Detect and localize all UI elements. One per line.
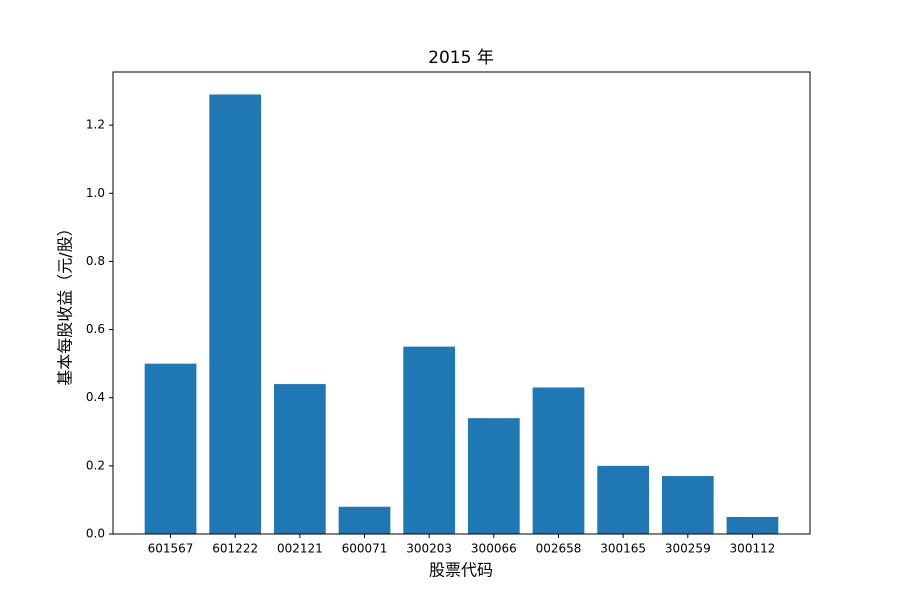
bar <box>597 465 650 534</box>
y-tick-label: 0.6 <box>86 322 105 336</box>
x-tick-label: 601567 <box>148 542 194 556</box>
x-tick-label: 002658 <box>536 542 582 556</box>
x-tick-label: 300066 <box>471 542 517 556</box>
x-tick-label: 600071 <box>342 542 388 556</box>
bar <box>467 418 520 534</box>
y-tick-label: 0.2 <box>86 458 105 472</box>
x-tick-label: 300259 <box>665 542 711 556</box>
x-tick-label: 300203 <box>406 542 452 556</box>
x-tick-label: 300112 <box>730 542 776 556</box>
y-tick-label: 0.8 <box>86 254 105 268</box>
y-tick-label: 0.4 <box>86 390 105 404</box>
x-tick-label: 601222 <box>212 542 258 556</box>
bar <box>532 387 585 534</box>
y-tick-label: 1.2 <box>86 118 105 132</box>
chart-title: 2015 年 <box>428 48 494 68</box>
y-tick-label: 0.0 <box>86 527 105 541</box>
y-axis-label: 基本每股收益（元/股） <box>56 220 75 385</box>
bar <box>661 476 714 534</box>
x-tick-label: 300165 <box>600 542 646 556</box>
x-axis-label: 股票代码 <box>429 561 493 580</box>
bar <box>209 94 262 534</box>
bar <box>273 384 326 534</box>
bar <box>726 516 779 534</box>
bar <box>144 363 197 534</box>
y-tick-label: 1.0 <box>86 186 105 200</box>
bar <box>403 346 456 534</box>
plot-frame <box>112 71 811 535</box>
x-tick-label: 002121 <box>277 542 323 556</box>
bar <box>338 506 391 534</box>
